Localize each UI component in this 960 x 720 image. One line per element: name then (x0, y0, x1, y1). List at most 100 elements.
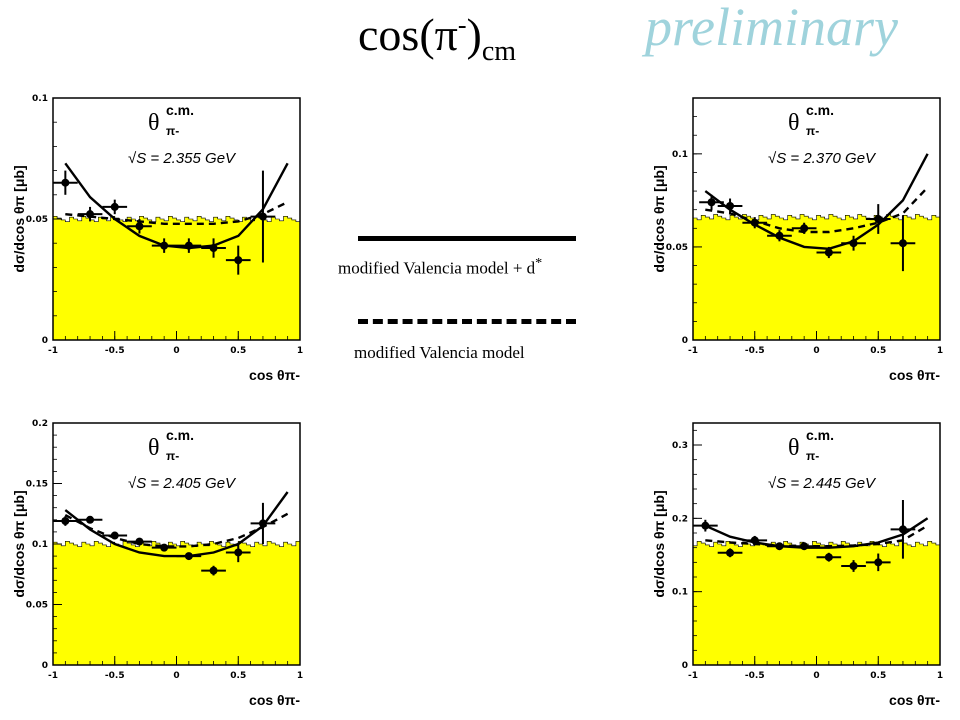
panel-label: θ (788, 110, 800, 136)
panel-bottom-right: -1 -0.5 0 0.5 1 0 0.1 0.2 0.3 cos θπ-dσ/dcos θπ [… (651, 422, 943, 708)
panel-label-sup: c.m. (806, 102, 834, 118)
solid-curve (64, 162, 289, 250)
data-point (717, 198, 743, 214)
data-point (767, 542, 792, 551)
x-tick-label: 1 (297, 671, 303, 681)
data-marker (800, 542, 809, 551)
histogram (52, 541, 301, 666)
x-tick-label: -1 (48, 346, 58, 356)
data-point (77, 206, 103, 222)
data-marker (110, 531, 119, 540)
data-point (841, 560, 866, 572)
y-axis-label: dσ/dcos θπ [μb] (11, 165, 27, 272)
x-tick-label: 1 (297, 346, 303, 356)
data-marker (234, 256, 243, 265)
x-tick-label: 0 (173, 346, 179, 356)
data-marker (874, 558, 883, 567)
data-marker (61, 517, 70, 526)
data-point (865, 204, 891, 234)
y-tick-label: 0.05 (26, 601, 48, 611)
y-tick-label: 0.1 (32, 94, 48, 104)
x-axis-label: cos θπ- (889, 367, 940, 383)
x-tick-label: -1 (688, 346, 698, 356)
x-tick-label: 0 (173, 671, 179, 681)
data-marker (135, 537, 144, 546)
data-marker (824, 248, 833, 257)
data-marker (849, 239, 858, 248)
data-marker (775, 542, 784, 551)
legend-dashed-label: modified Valencia model (354, 343, 525, 362)
x-tick-label: -0.5 (105, 671, 125, 681)
data-point (151, 543, 177, 552)
panel-top-right: -1 -0.5 0 0.5 1 0 0.05 0.1 cos θπ-dσ/dcos θπ [μb… (651, 97, 943, 383)
y-tick-label: 0 (682, 661, 688, 671)
x-axis-label: cos θπ- (249, 367, 300, 383)
main-title-sup: - (457, 10, 467, 40)
x-tick-label: -0.5 (745, 671, 765, 681)
data-point (176, 238, 202, 253)
main-title-sub: cm (481, 36, 517, 68)
data-point (53, 170, 78, 195)
data-point (699, 194, 724, 210)
main-title: cos(π-)cm (358, 8, 516, 68)
dashed-curve (64, 512, 289, 548)
y-tick-label: 0.05 (26, 215, 48, 225)
x-tick-label: -0.5 (745, 346, 765, 356)
data-marker (898, 239, 907, 248)
panel-label-sub: π- (806, 449, 819, 463)
data-marker (258, 519, 267, 528)
data-point (201, 565, 226, 576)
data-marker (726, 548, 735, 557)
y-tick-label: 0.15 (26, 480, 48, 490)
data-point (250, 170, 276, 263)
data-point (201, 238, 226, 258)
data-marker (849, 562, 858, 570)
histogram (692, 214, 941, 341)
data-marker (184, 552, 193, 561)
energy-label: √S = 2.355 GeV (128, 150, 237, 167)
y-tick-label: 0.05 (666, 243, 688, 253)
data-point (890, 500, 916, 559)
x-axis-label: cos θπ- (249, 692, 300, 708)
energy-label: √S = 2.370 GeV (768, 150, 877, 167)
x-tick-label: 0 (813, 671, 819, 681)
data-point (742, 535, 768, 545)
data-point (865, 553, 891, 572)
data-point (102, 199, 128, 215)
data-point (151, 238, 177, 253)
data-point (791, 542, 817, 551)
x-axis-label: cos θπ- (889, 692, 940, 708)
y-tick-label: 0.2 (32, 419, 48, 429)
data-marker (135, 222, 144, 231)
data-point (250, 502, 276, 544)
x-tick-label: 0 (813, 346, 819, 356)
y-tick-label: 0 (42, 661, 48, 671)
data-point (102, 531, 128, 540)
panel-label-sup: c.m. (166, 427, 194, 443)
x-tick-label: 0.5 (230, 671, 246, 681)
y-tick-label: 0 (682, 336, 688, 346)
data-marker (707, 198, 716, 207)
data-marker (160, 241, 169, 250)
y-axis-label: dσ/dcos θπ [μb] (651, 165, 667, 272)
panel-label: θ (148, 435, 160, 461)
data-marker (61, 178, 70, 187)
y-tick-label: 0.3 (672, 441, 688, 451)
dashed-curve (705, 524, 929, 548)
data-marker (750, 218, 759, 227)
legend-solid-sup: * (535, 255, 543, 271)
main-title-text: cos(π (358, 9, 458, 60)
data-point (127, 537, 152, 546)
data-point (717, 548, 743, 558)
data-point (767, 230, 792, 242)
x-tick-label: 0.5 (230, 346, 246, 356)
y-tick-label: 0.1 (672, 150, 688, 160)
data-marker (209, 566, 218, 575)
y-tick-label: 0.1 (672, 588, 688, 598)
panel-bottom-left: -1 -0.5 0 0.5 1 0 0.05 0.1 0.15 0.2 cos θπ-dσ/dcos… (11, 419, 303, 708)
data-point (693, 519, 718, 532)
data-marker (750, 536, 759, 545)
y-tick-label: 0.2 (672, 514, 688, 524)
main-title-close: ) (466, 9, 482, 60)
